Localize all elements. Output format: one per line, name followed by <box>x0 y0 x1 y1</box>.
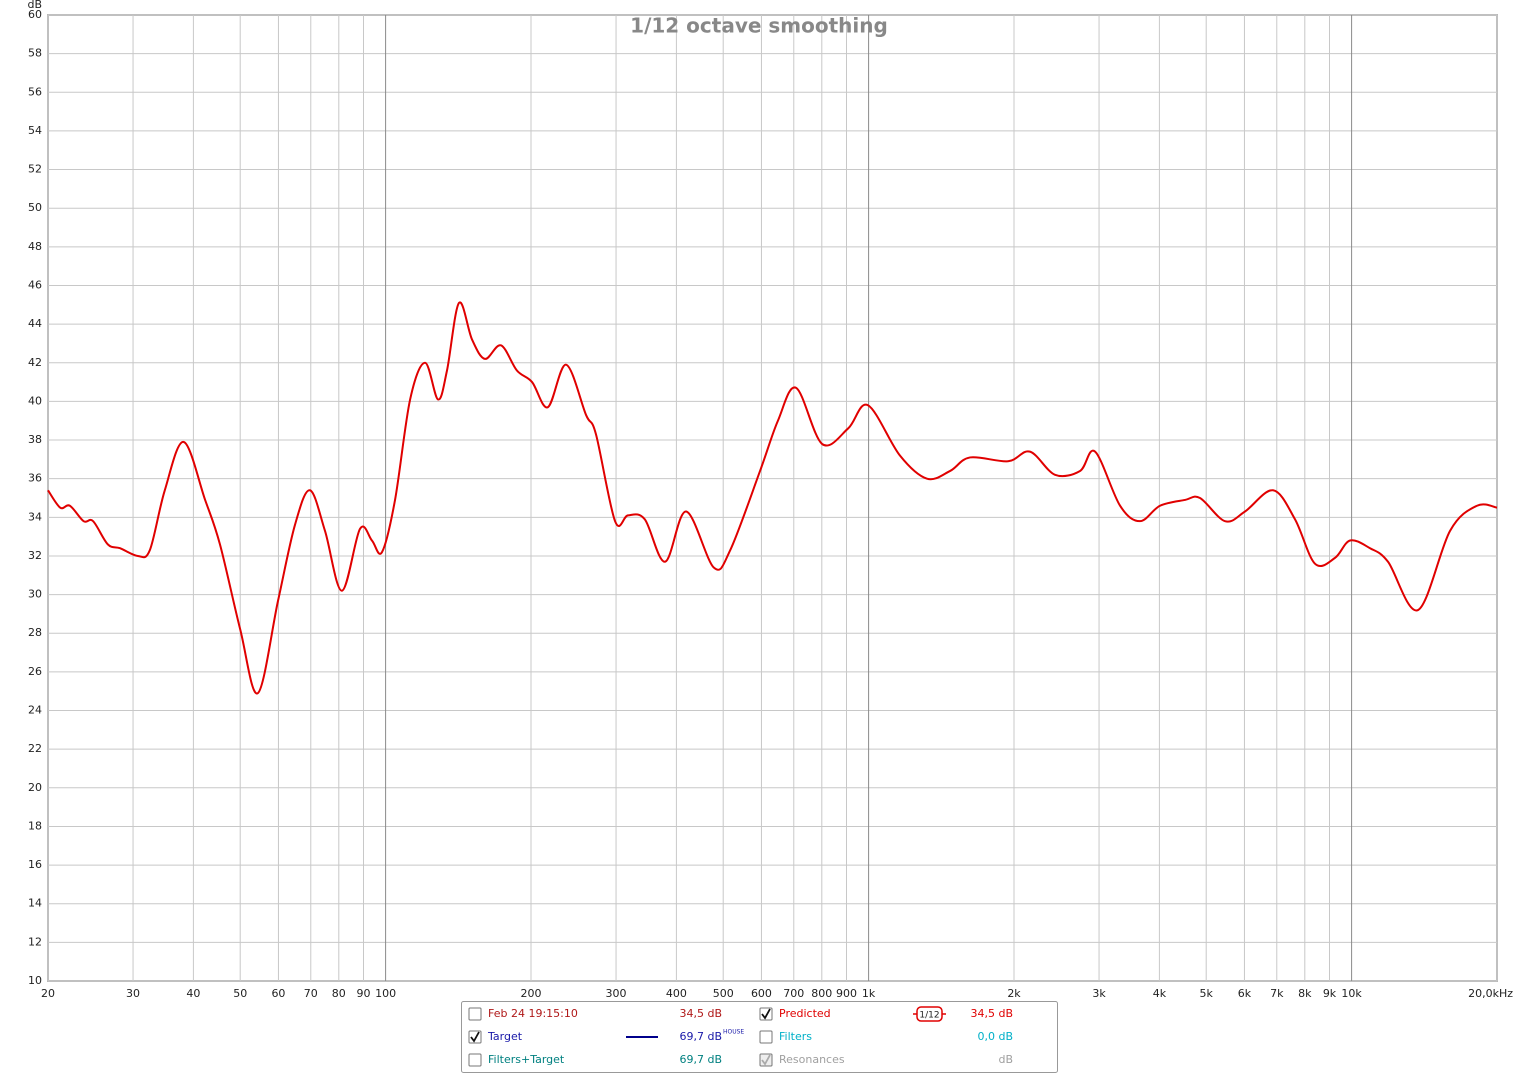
smoothing-icon <box>916 1006 943 1022</box>
y-tick-label: 36 <box>28 472 42 485</box>
x-tick-label: 20 <box>41 987 55 1000</box>
y-tick-label: 38 <box>28 433 42 446</box>
x-tick-label: 30 <box>126 987 140 1000</box>
legend-name: Target <box>487 1030 523 1043</box>
checkbox[interactable] <box>468 1007 482 1021</box>
y-tick-label: 10 <box>28 974 42 987</box>
x-tick-label: 6k <box>1238 987 1252 1000</box>
chart-title: 1/12 octave smoothing <box>630 14 888 38</box>
x-tick-label: 9k <box>1323 987 1337 1000</box>
x-tick-label: 20,0kHz <box>1468 987 1513 1000</box>
y-tick-label: 54 <box>28 124 42 137</box>
x-tick-label: 90 <box>357 987 371 1000</box>
legend-readout: 69,7 dB <box>679 1053 722 1066</box>
y-tick-label: 30 <box>28 588 42 601</box>
y-tick-label: 46 <box>28 278 42 291</box>
y-tick-label: 52 <box>28 163 42 176</box>
x-tick-label: 10k <box>1341 987 1362 1000</box>
y-tick-label: 58 <box>28 47 42 60</box>
x-tick-label: 60 <box>271 987 285 1000</box>
x-tick-label: 2k <box>1007 987 1021 1000</box>
x-tick-label: 5k <box>1200 987 1214 1000</box>
smoothing-label: 1/12 <box>919 1011 939 1021</box>
y-tick-label: 14 <box>28 897 42 910</box>
x-tick-label: 40 <box>186 987 200 1000</box>
checkmark <box>470 1031 480 1043</box>
y-tick-label: 50 <box>28 201 42 214</box>
response-curve <box>47 301 1498 695</box>
x-tick-label: 80 <box>332 987 346 1000</box>
checkbox[interactable] <box>468 1053 482 1067</box>
y-tick-label: 24 <box>28 704 42 717</box>
x-tick-label: 600 <box>751 987 772 1000</box>
x-tick-label: 50 <box>233 987 247 1000</box>
y-tick-label: 22 <box>28 742 42 755</box>
checkbox[interactable] <box>759 1030 773 1044</box>
y-tick-label: 16 <box>28 858 42 871</box>
x-tick-label: 4k <box>1153 987 1167 1000</box>
plot-area <box>47 14 1498 982</box>
y-tick-label: 20 <box>28 781 42 794</box>
x-tick-label: 7k <box>1270 987 1284 1000</box>
x-tick-label: 400 <box>666 987 687 1000</box>
y-tick-label: 12 <box>28 935 42 948</box>
legend-note: HOUSE <box>723 1029 744 1036</box>
legend-readout: 34,5 dB <box>970 1007 1013 1020</box>
x-tick-label: 300 <box>606 987 627 1000</box>
y-tick-label: 48 <box>28 240 42 253</box>
legend-name: Filters <box>779 1030 812 1043</box>
legend-readout: 69,7 dB <box>679 1030 722 1043</box>
legend-readout: 34,5 dB <box>679 1007 722 1020</box>
y-tick-label: 40 <box>28 394 42 407</box>
y-tick-label: 26 <box>28 665 42 678</box>
x-tick-label: 3k <box>1092 987 1106 1000</box>
legend-readout: 0,0 dB <box>977 1030 1013 1043</box>
x-tick-label: 200 <box>521 987 542 1000</box>
x-tick-label: 500 <box>713 987 734 1000</box>
x-tick-label: 100 <box>375 987 396 1000</box>
legend-name: Predicted <box>779 1007 831 1020</box>
legend-readout: dB <box>998 1053 1013 1066</box>
x-tick-label: 800 <box>811 987 832 1000</box>
y-tick-label: 18 <box>28 819 42 832</box>
x-tick-label: 70 <box>304 987 318 1000</box>
y-tick-label: 42 <box>28 356 42 369</box>
y-tick-label: 28 <box>28 626 42 639</box>
y-tick-label: 32 <box>28 549 42 562</box>
y-tick-label: 34 <box>28 510 42 523</box>
y-axis-label: dB <box>27 0 42 11</box>
x-tick-label: 900 <box>836 987 857 1000</box>
x-tick-label: 8k <box>1298 987 1312 1000</box>
checkmark <box>761 1008 771 1020</box>
legend-name: Filters+Target <box>488 1053 565 1066</box>
y-tick-label: 56 <box>28 85 42 98</box>
legend-name: Feb 24 19:15:10 <box>488 1007 578 1020</box>
y-tick-label: 44 <box>28 317 42 330</box>
legend-name: Resonances <box>779 1053 845 1066</box>
y-tick-label: 60 <box>28 8 42 21</box>
x-tick-label: 700 <box>783 987 804 1000</box>
x-tick-label: 1k <box>862 987 876 1000</box>
checkmark <box>761 1054 771 1066</box>
